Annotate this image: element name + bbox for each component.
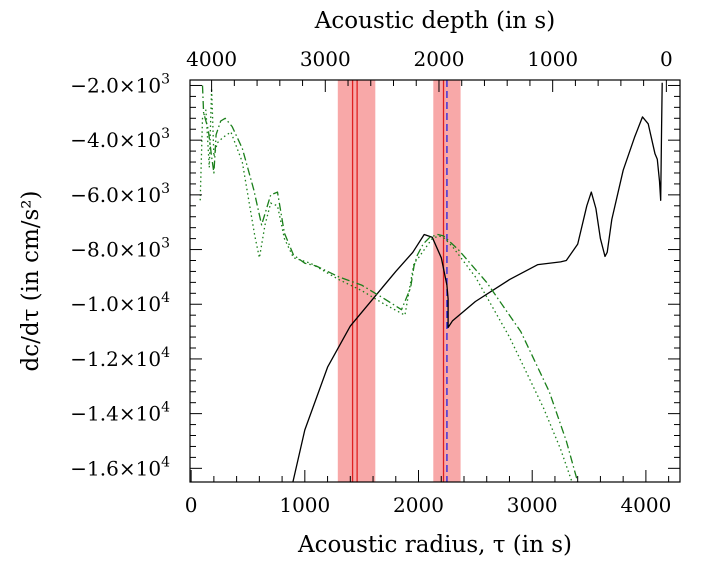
- shaded-bands: [337, 80, 461, 482]
- x2-tick-label-0: 0: [660, 47, 673, 71]
- plot-frame: [189, 79, 681, 483]
- y-axis-title: dc/dτ (in cm/s²): [18, 190, 44, 371]
- tick-labels: 0 1000 2000 3000 4000 4000 3000 2000 1000 0 −2.0×1…: [70, 47, 672, 517]
- y-tick-label: −6.0×103: [70, 181, 170, 207]
- y-tick-label: −1.4×104: [70, 400, 170, 426]
- axis-ticks: [190, 80, 680, 482]
- y-tick-label: −4.0×103: [70, 126, 170, 152]
- plot-area: [199, 82, 663, 482]
- y-tick-label: −2.0×103: [70, 71, 170, 97]
- x-axis-title: Acoustic radius, τ (in s): [297, 532, 572, 558]
- x-tick-label-4000: 4000: [620, 493, 671, 517]
- x-tick-label-0: 0: [185, 493, 198, 517]
- series-line-1-solid: [292, 82, 663, 482]
- y-tick-label: −1.0×104: [70, 290, 170, 316]
- x2-tick-label-3000: 3000: [300, 47, 351, 71]
- series-line-3-dotted: [199, 87, 573, 482]
- series-group: [199, 82, 663, 482]
- x2-tick-label-1000: 1000: [527, 47, 578, 71]
- x-tick-label-3000: 3000: [507, 493, 558, 517]
- y-tick-label: −8.0×103: [70, 236, 170, 262]
- x-tick-label-2000: 2000: [393, 493, 444, 517]
- vertical-markers: [351, 80, 448, 482]
- x2-tick-label-2000: 2000: [414, 47, 465, 71]
- x2-tick-label-4000: 4000: [186, 47, 237, 71]
- series-line-2-dashdot: [201, 85, 579, 482]
- y-tick-label: −1.6×104: [70, 454, 170, 480]
- x-tick-label-1000: 1000: [279, 493, 330, 517]
- top-axis-title: Acoustic depth (in s): [314, 8, 555, 34]
- y-tick-label: −1.2×104: [70, 345, 170, 371]
